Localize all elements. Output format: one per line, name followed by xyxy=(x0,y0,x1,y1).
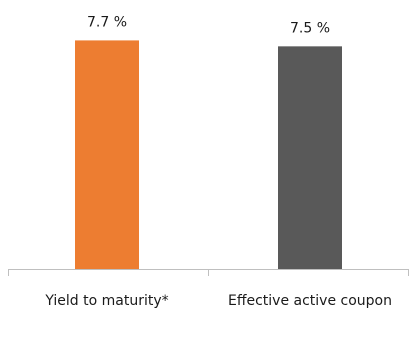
bars-group xyxy=(75,40,342,269)
category-label-2: Effective active coupon xyxy=(228,293,392,309)
x-axis-ticks xyxy=(8,269,409,276)
bar-2 xyxy=(278,46,342,269)
value-label-2: 7.5 % xyxy=(290,20,330,36)
x-axis xyxy=(8,269,409,276)
category-label-1: Yield to maturity* xyxy=(44,293,168,309)
bar-1 xyxy=(75,40,139,269)
category-labels-group: Yield to maturity* Effective active coupo… xyxy=(44,293,392,309)
value-label-1: 7.7 % xyxy=(87,14,127,30)
value-labels-group: 7.7 % 7.5 % xyxy=(87,14,330,36)
